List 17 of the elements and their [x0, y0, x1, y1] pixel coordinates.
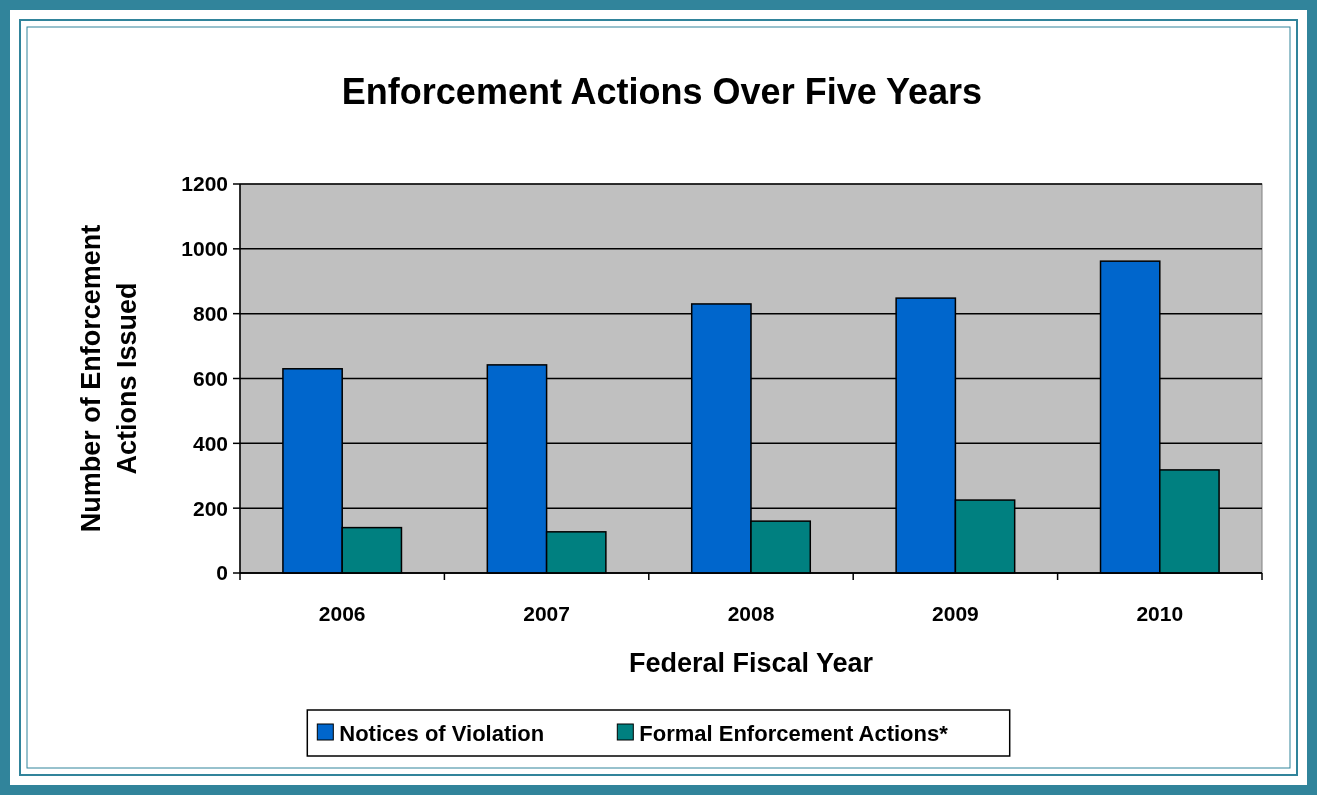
y-axis-title: Number of Enforcement Actions Issued — [76, 224, 142, 533]
y-tick-label: 1200 — [181, 172, 228, 196]
y-tick-label: 1000 — [181, 237, 228, 261]
x-tick-label: 2008 — [727, 602, 775, 625]
y-tick-label: 600 — [192, 366, 228, 390]
x-tick-label: 2010 — [1136, 602, 1184, 625]
legend-label: Formal Enforcement Actions* — [639, 720, 949, 746]
legend-label: Notices of Violation — [339, 720, 545, 746]
y-tick-label: 200 — [192, 496, 228, 520]
x-tick-label: 2007 — [523, 602, 570, 625]
x-axis-title: Federal Fiscal Year — [628, 648, 874, 678]
x-tick-label: 2009 — [932, 602, 979, 625]
y-tick-label: 0 — [216, 561, 228, 585]
chart-title: Enforcement Actions Over Five Years — [341, 71, 983, 112]
y-tick-label: 400 — [192, 431, 228, 455]
x-tick-label: 2006 — [318, 602, 366, 625]
y-tick-label: 800 — [192, 302, 228, 326]
